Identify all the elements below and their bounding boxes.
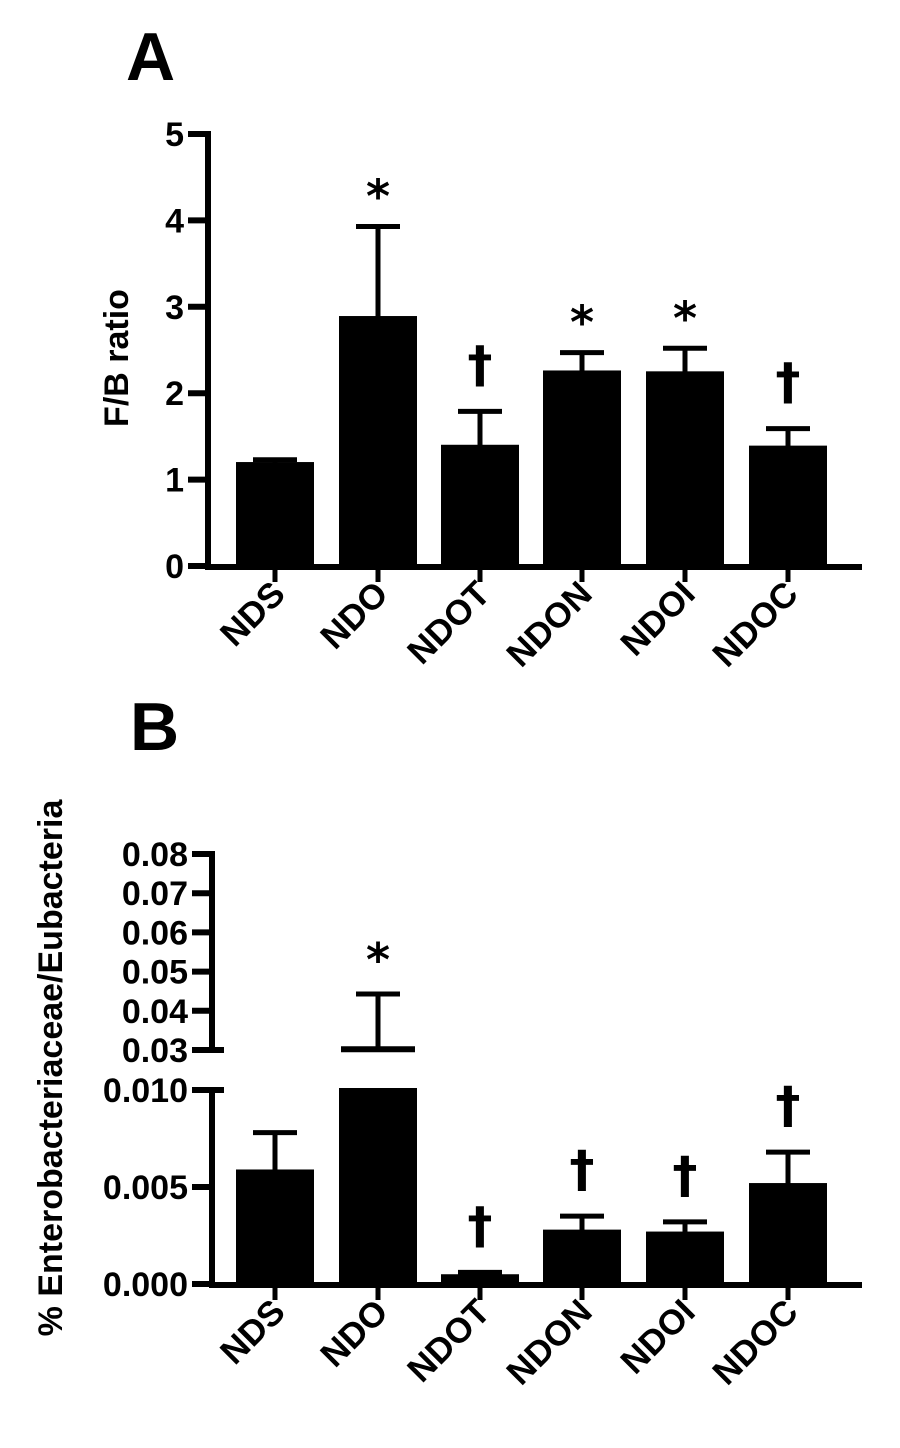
panel-a-y-tick-label: 2: [165, 375, 184, 413]
panel-b-significance-star: *: [366, 933, 390, 987]
panel-b-category-label: NDS: [213, 1292, 293, 1372]
panel-a-significance-star: *: [673, 291, 697, 345]
panel-a-significance-dagger: †: [776, 353, 801, 411]
panel-a-bar: [749, 445, 827, 568]
panel-a: A F/B ratio 0 1 2 3 4 5 NDS * NDO † NDOT * NDON * NDOI…: [98, 19, 862, 675]
panel-a-significance-dagger: †: [468, 335, 493, 393]
panel-a-y-tick-label: 1: [165, 462, 184, 500]
panel-a-category-label: NDOI: [613, 574, 702, 663]
panel-a-category-label: NDOT: [400, 574, 498, 672]
panel-a-bars: [236, 223, 827, 569]
panel-b-y-axis-title: % Enterobacteriaceae/Eubacteria: [32, 799, 70, 1337]
panel-b-category-label: NDOT: [400, 1292, 498, 1390]
panel-b-y-tick-label: 0.010: [103, 1072, 188, 1110]
panel-b-y-tick-label: 0.08: [122, 836, 188, 874]
panel-a-category-label: NDO: [313, 574, 396, 657]
panel-a-letter: A: [126, 19, 175, 95]
panel-a-category-label: NDOC: [705, 574, 805, 674]
panel-b-significance-dagger: †: [776, 1076, 801, 1134]
panel-b-bar: [646, 1231, 724, 1287]
panel-b-category-label: NDOI: [613, 1292, 702, 1381]
panel-a-significance-star: *: [366, 169, 390, 223]
panel-b-y-tick-label: 0.06: [122, 914, 188, 952]
panel-b-bar: [339, 1088, 417, 1286]
panel-a-category-label: NDON: [499, 574, 599, 674]
panel-b-y-tick-label: 0.05: [122, 954, 188, 992]
panel-b-significance-dagger: †: [468, 1196, 493, 1254]
panel-b-y-tick-label: 0.000: [103, 1266, 188, 1304]
panel-b-category-label: NDO: [313, 1292, 396, 1375]
panel-a-y-tick-label: 4: [165, 202, 184, 240]
panel-b-bar: [441, 1274, 519, 1286]
panel-a-y-tick-label: 5: [165, 116, 184, 154]
panel-a-bar: [339, 316, 417, 569]
panel-b-category-label: NDOC: [705, 1292, 805, 1392]
panel-b-category-label: NDON: [499, 1292, 599, 1392]
panel-b-significance-dagger: †: [570, 1140, 595, 1198]
panel-b-y-tick-label: 0.03: [122, 1032, 188, 1070]
panel-a-bar: [236, 462, 314, 569]
panel-b: B % Enterobacteriaceae/Eubacteria 0.0000…: [32, 689, 862, 1393]
panel-a-bar: [543, 370, 621, 568]
panel-b-bar: [543, 1229, 621, 1286]
panel-b-bar: [749, 1183, 827, 1287]
panel-a-bar: [646, 371, 724, 568]
panel-a-category-label: NDS: [213, 574, 293, 654]
panel-b-bar: [236, 1169, 314, 1286]
panel-b-letter: B: [130, 689, 179, 765]
panel-b-bars: [236, 991, 827, 1287]
panel-a-significance-star: *: [570, 296, 594, 350]
panel-b-significance-dagger: †: [673, 1146, 698, 1204]
panel-b-y-tick-label: 0.07: [122, 875, 188, 913]
panel-a-y-axis-title: F/B ratio: [98, 289, 136, 427]
panel-b-y-tick-label: 0.005: [103, 1169, 188, 1207]
panel-b-y-tick-label: 0.04: [122, 993, 188, 1031]
panel-a-bar: [441, 444, 519, 569]
panel-a-y-tick-label: 0: [165, 548, 184, 586]
panel-a-y-tick-label: 3: [165, 289, 184, 327]
